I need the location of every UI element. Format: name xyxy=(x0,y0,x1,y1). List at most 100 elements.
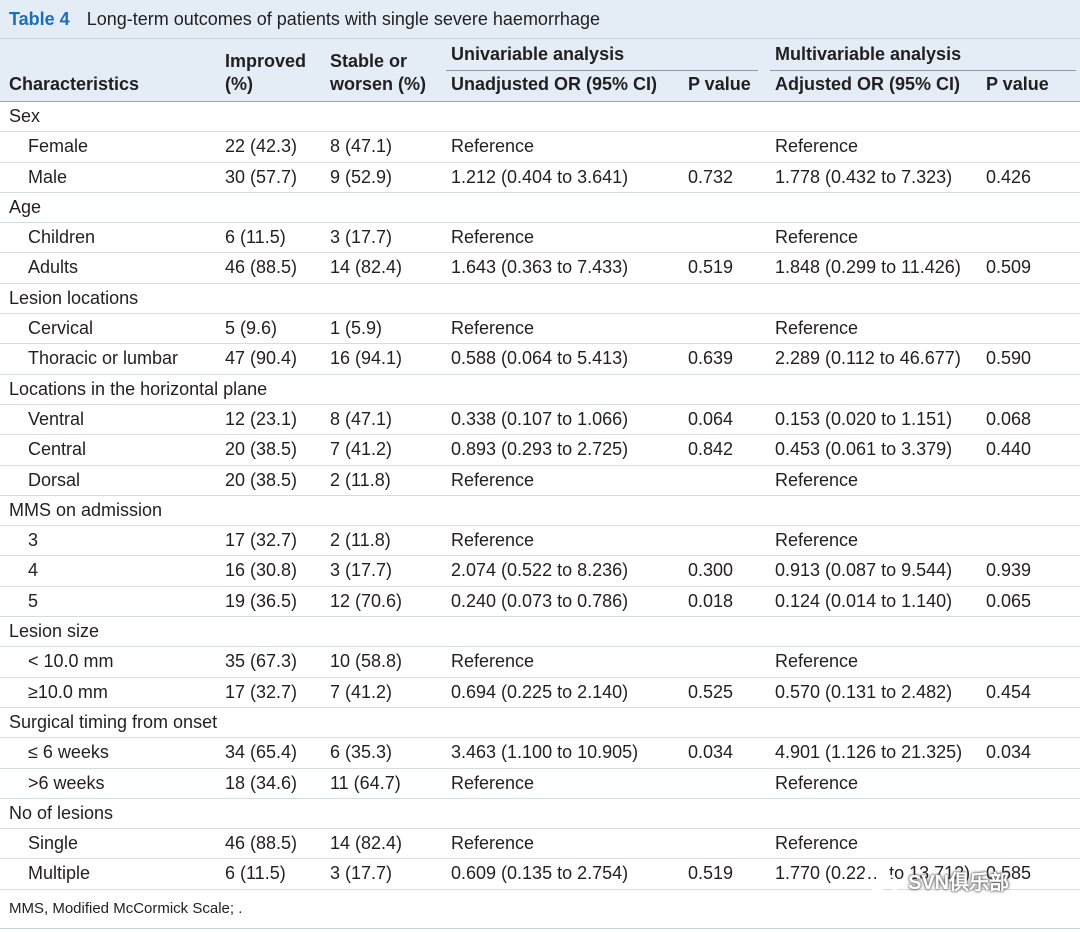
p-value-univariable-cell: 0.519 xyxy=(688,863,734,884)
improved-cell: 34 (65.4) xyxy=(225,742,298,763)
adjusted-or-cell: 1.848 (0.299 to 11.426) xyxy=(775,257,961,278)
stable-cell: 12 (70.6) xyxy=(330,590,403,611)
adjusted-or-cell: Reference xyxy=(775,530,859,551)
univariable-rule xyxy=(446,70,758,71)
section-row: Surgical timing from onset xyxy=(0,708,1080,739)
header-stable-line1: Stable or xyxy=(330,51,408,71)
section-row: No of lesions xyxy=(0,799,1080,830)
row-label: >6 weeks xyxy=(28,772,105,793)
header-stable-line2: worsen (%) xyxy=(330,74,427,94)
stable-cell: 8 (47.1) xyxy=(330,408,393,429)
p-value-univariable-cell: 0.064 xyxy=(688,408,734,429)
table-row: Female 22 (42.3) 8 (47.1) Reference Referenc… xyxy=(0,132,1080,163)
wechat-icon xyxy=(863,867,900,893)
unadjusted-or-cell: Reference xyxy=(451,318,535,339)
p-value-multivariable-cell: 0.585 xyxy=(986,863,1032,884)
table-row: < 10.0 mm 35 (67.3) 10 (58.8) Reference Refe… xyxy=(0,647,1080,678)
p-value-univariable-cell: 0.732 xyxy=(688,166,734,187)
improved-cell: 17 (32.7) xyxy=(225,530,298,551)
table-footnote: MMS, Modified McCormick Scale; . xyxy=(0,890,1080,929)
p-value-univariable-cell: 0.842 xyxy=(688,439,734,460)
adjusted-or-cell: Reference xyxy=(775,772,859,793)
p-value-univariable-cell: 0.639 xyxy=(688,348,734,369)
p-value-multivariable-cell: 0.509 xyxy=(986,257,1032,278)
table-row: Children 6 (11.5) 3 (17.7) Reference Referen… xyxy=(0,223,1080,254)
improved-cell: 20 (38.5) xyxy=(225,439,298,460)
adjusted-or-cell: Reference xyxy=(775,227,859,248)
table-row: Male 30 (57.7) 9 (52.9) 1.212 (0.404 to 3.6… xyxy=(0,163,1080,193)
row-label: < 10.0 mm xyxy=(28,651,114,672)
improved-cell: 46 (88.5) xyxy=(225,833,298,854)
row-label: Thoracic or lumbar xyxy=(28,348,179,369)
p-value-univariable-cell: 0.034 xyxy=(688,742,734,763)
watermark: SVN俱乐部 xyxy=(862,866,1009,895)
improved-cell: 17 (32.7) xyxy=(225,681,298,702)
row-label: ≥10.0 mm xyxy=(28,681,108,702)
stable-cell: 11 (64.7) xyxy=(330,772,401,793)
unadjusted-or-cell: Reference xyxy=(451,772,535,793)
adjusted-or-cell: 2.289 (0.112 to 46.677) xyxy=(775,348,961,369)
p-value-univariable-cell: 0.519 xyxy=(688,257,734,278)
row-label: Multiple xyxy=(28,863,91,884)
table-row: >6 weeks 18 (34.6) 11 (64.7) Reference Refer… xyxy=(0,769,1080,799)
unadjusted-or-cell: 0.694 (0.225 to 2.140) xyxy=(451,681,629,702)
header-characteristics: Characteristics xyxy=(9,74,140,94)
stable-cell: 1 (5.9) xyxy=(330,318,383,339)
table-row: Dorsal 20 (38.5) 2 (11.8) Reference Referenc… xyxy=(0,466,1080,496)
header-unadjusted-or: Unadjusted OR (95% CI) xyxy=(451,74,658,94)
stable-cell: 9 (52.9) xyxy=(330,166,393,187)
p-value-multivariable-cell: 0.590 xyxy=(986,348,1032,369)
p-value-multivariable-cell: 0.034 xyxy=(986,742,1032,763)
p-value-multivariable-cell: 0.440 xyxy=(986,439,1032,460)
stable-cell: 14 (82.4) xyxy=(330,833,403,854)
p-value-univariable-cell: 0.300 xyxy=(688,560,734,581)
adjusted-or-cell: Reference xyxy=(775,651,859,672)
section-label: Sex xyxy=(9,106,41,126)
improved-cell: 20 (38.5) xyxy=(225,469,298,490)
stable-cell: 10 (58.8) xyxy=(330,651,403,672)
stable-cell: 6 (35.3) xyxy=(330,742,393,763)
row-label: Adults xyxy=(28,257,79,278)
table-row: Central 20 (38.5) 7 (41.2) 0.893 (0.293 to … xyxy=(0,435,1080,466)
table-row: 3 17 (32.7) 2 (11.8) Reference Reference xyxy=(0,526,1080,557)
section-label: Surgical timing from onset xyxy=(9,711,218,732)
adjusted-or-cell: 0.570 (0.131 to 2.482) xyxy=(775,681,953,702)
improved-cell: 19 (36.5) xyxy=(225,590,298,611)
table-row: Adults 46 (88.5) 14 (82.4) 1.643 (0.363 to … xyxy=(0,253,1080,284)
stable-cell: 3 (17.7) xyxy=(330,863,393,884)
section-label: MMS on admission xyxy=(9,499,163,520)
table-header: Characteristics Improved (%) Stable or w… xyxy=(0,39,1080,102)
adjusted-or-cell: 4.901 (1.126 to 21.325) xyxy=(775,742,963,763)
section-row: Age xyxy=(0,193,1080,224)
adjusted-or-cell: Reference xyxy=(775,833,859,854)
p-value-multivariable-cell: 0.065 xyxy=(986,590,1032,611)
unadjusted-or-cell: Reference xyxy=(451,833,535,854)
improved-cell: 6 (11.5) xyxy=(225,863,286,884)
adjusted-or-cell: 0.124 (0.014 to 1.140) xyxy=(775,590,953,611)
header-improved-line1: Improved xyxy=(225,51,307,71)
stable-cell: 8 (47.1) xyxy=(330,136,393,157)
unadjusted-or-cell: 0.338 (0.107 to 1.066) xyxy=(451,408,629,429)
section-label: Locations in the horizontal plane xyxy=(9,378,268,399)
section-label: Lesion size xyxy=(9,621,100,642)
header-p-value-univariable: P value xyxy=(688,74,751,94)
section-label: Age xyxy=(9,196,42,217)
improved-cell: 35 (67.3) xyxy=(225,651,298,672)
table-row: ≤ 6 weeks 34 (65.4) 6 (35.3) 3.463 (1.100 t… xyxy=(0,738,1080,769)
unadjusted-or-cell: 1.643 (0.363 to 7.433) xyxy=(451,257,629,278)
p-value-multivariable-cell: 0.068 xyxy=(986,408,1032,429)
section-row: Lesion size xyxy=(0,617,1080,648)
table-row: Single 46 (88.5) 14 (82.4) Reference Referen… xyxy=(0,829,1080,860)
table-label: Table 4 xyxy=(9,8,70,29)
improved-cell: 30 (57.7) xyxy=(225,166,298,187)
unadjusted-or-cell: 0.893 (0.293 to 2.725) xyxy=(451,439,629,460)
row-label: Female xyxy=(28,136,89,157)
stable-cell: 7 (41.2) xyxy=(330,439,393,460)
improved-cell: 46 (88.5) xyxy=(225,257,298,278)
section-label: No of lesions xyxy=(9,802,114,823)
table-title: Long-term outcomes of patients with sing… xyxy=(86,8,600,29)
unadjusted-or-cell: Reference xyxy=(451,469,535,490)
row-label: 3 xyxy=(28,530,39,551)
row-label: ≤ 6 weeks xyxy=(28,742,109,763)
